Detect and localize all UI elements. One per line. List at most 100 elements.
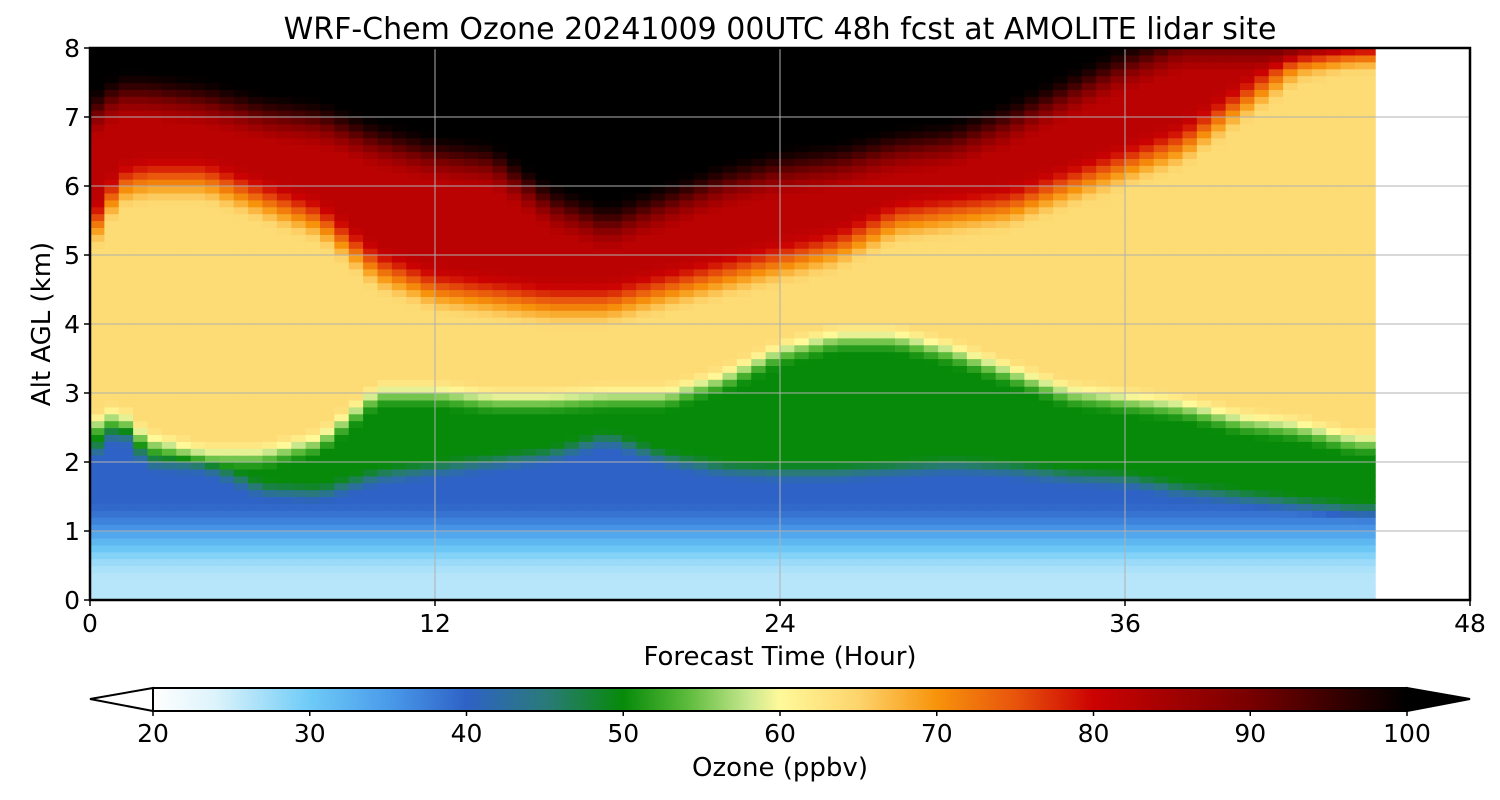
- ozone-cell: [104, 158, 120, 166]
- ozone-cell: [233, 317, 249, 325]
- ozone-cell: [118, 165, 134, 173]
- ozone-cell: [636, 351, 652, 360]
- ozone-cell: [435, 255, 450, 263]
- ozone-cell: [550, 192, 565, 201]
- ozone-cell: [147, 593, 163, 600]
- ozone-cell: [736, 441, 752, 449]
- ozone-cell: [118, 399, 134, 408]
- ozone-cell: [636, 82, 652, 90]
- ozone-cell: [248, 406, 264, 415]
- ozone-cell: [118, 89, 134, 97]
- ozone-cell: [133, 455, 149, 463]
- ozone-cell: [952, 82, 968, 90]
- ozone-cell: [406, 144, 422, 153]
- ozone-cell: [463, 220, 479, 228]
- ozone-cell: [391, 372, 407, 380]
- ozone-cell: [535, 462, 551, 470]
- ozone-cell: [391, 54, 407, 63]
- ozone-cell: [780, 593, 795, 600]
- ozone-cell: [104, 482, 120, 491]
- ozone-cell: [521, 399, 537, 408]
- ozone-cell: [636, 413, 652, 422]
- ozone-cell: [377, 344, 393, 353]
- ozone-cell: [636, 572, 652, 580]
- ozone-cell: [621, 393, 637, 401]
- ozone-cell: [693, 275, 709, 284]
- ozone-cell: [276, 379, 292, 387]
- ozone-cell: [492, 123, 508, 132]
- ozone-cell: [492, 503, 508, 511]
- ozone-cell: [679, 572, 695, 580]
- ozone-cell: [506, 213, 522, 222]
- ozone-cell: [391, 537, 407, 546]
- ozone-cell: [147, 420, 163, 429]
- ozone-cell: [492, 544, 508, 553]
- ozone-cell: [262, 48, 278, 56]
- ozone-cell: [866, 103, 882, 111]
- ozone-cell: [593, 234, 609, 242]
- ozone-cell: [521, 186, 537, 194]
- ozone-cell: [147, 241, 163, 249]
- ozone-cell: [205, 234, 220, 242]
- ozone-cell: [90, 192, 105, 201]
- ozone-cell: [391, 179, 407, 187]
- ozone-cell: [693, 317, 709, 325]
- ozone-cell: [176, 406, 192, 415]
- ozone-cell: [406, 544, 422, 553]
- ozone-cell: [348, 475, 364, 484]
- ozone-cell: [391, 310, 407, 318]
- ozone-cell: [176, 144, 192, 153]
- ozone-cell: [765, 117, 781, 125]
- ozone-cell: [981, 455, 997, 463]
- ozone-cell: [966, 199, 982, 208]
- ozone-cell: [320, 137, 335, 146]
- ozone-cell: [981, 413, 997, 422]
- ozone-cell: [593, 192, 609, 201]
- ozone-cell: [679, 289, 695, 297]
- ozone-cell: [118, 531, 134, 539]
- ozone-cell: [90, 427, 105, 435]
- ozone-cell: [90, 110, 105, 118]
- ozone-cell: [104, 172, 120, 180]
- ozone-cell: [363, 372, 379, 380]
- ozone-cell: [219, 330, 235, 339]
- ozone-cell: [564, 199, 580, 208]
- ozone-cell: [363, 192, 379, 201]
- ozone-cell: [305, 144, 321, 153]
- ozone-cell: [219, 489, 235, 498]
- ozone-cell: [636, 165, 652, 173]
- ozone-cell: [823, 68, 839, 77]
- ozone-cell: [880, 579, 896, 587]
- ozone-cell: [650, 365, 666, 373]
- ozone-cell: [693, 220, 709, 228]
- ozone-cell: [133, 48, 149, 56]
- ozone-cell: [780, 227, 795, 235]
- ozone-cell: [233, 531, 249, 539]
- ozone-cell: [90, 227, 105, 235]
- ozone-cell: [492, 234, 508, 242]
- ozone-cell: [665, 192, 680, 201]
- ozone-cell: [334, 365, 350, 373]
- ozone-cell: [435, 441, 450, 449]
- ozone-cell: [363, 282, 379, 291]
- ozone-cell: [492, 317, 508, 325]
- ozone-cell: [837, 68, 853, 77]
- ozone-cell: [593, 579, 609, 587]
- ozone-cell: [276, 586, 292, 594]
- ozone-cell: [463, 324, 479, 332]
- ozone-cell: [190, 213, 206, 222]
- ozone-cell: [449, 123, 465, 132]
- ozone-cell: [176, 455, 192, 463]
- ozone-cell: [722, 517, 738, 525]
- ozone-cell: [406, 586, 422, 594]
- ozone-cell: [794, 172, 810, 180]
- ozone-cell: [938, 482, 954, 491]
- ozone-cell: [966, 427, 982, 435]
- ozone-cell: [478, 482, 494, 491]
- ozone-cell: [808, 296, 824, 304]
- ozone-cell: [938, 275, 954, 284]
- ozone-cell: [521, 227, 537, 235]
- ozone-cell: [866, 531, 882, 539]
- ozone-cell: [722, 54, 738, 63]
- ozone-cell: [391, 448, 407, 456]
